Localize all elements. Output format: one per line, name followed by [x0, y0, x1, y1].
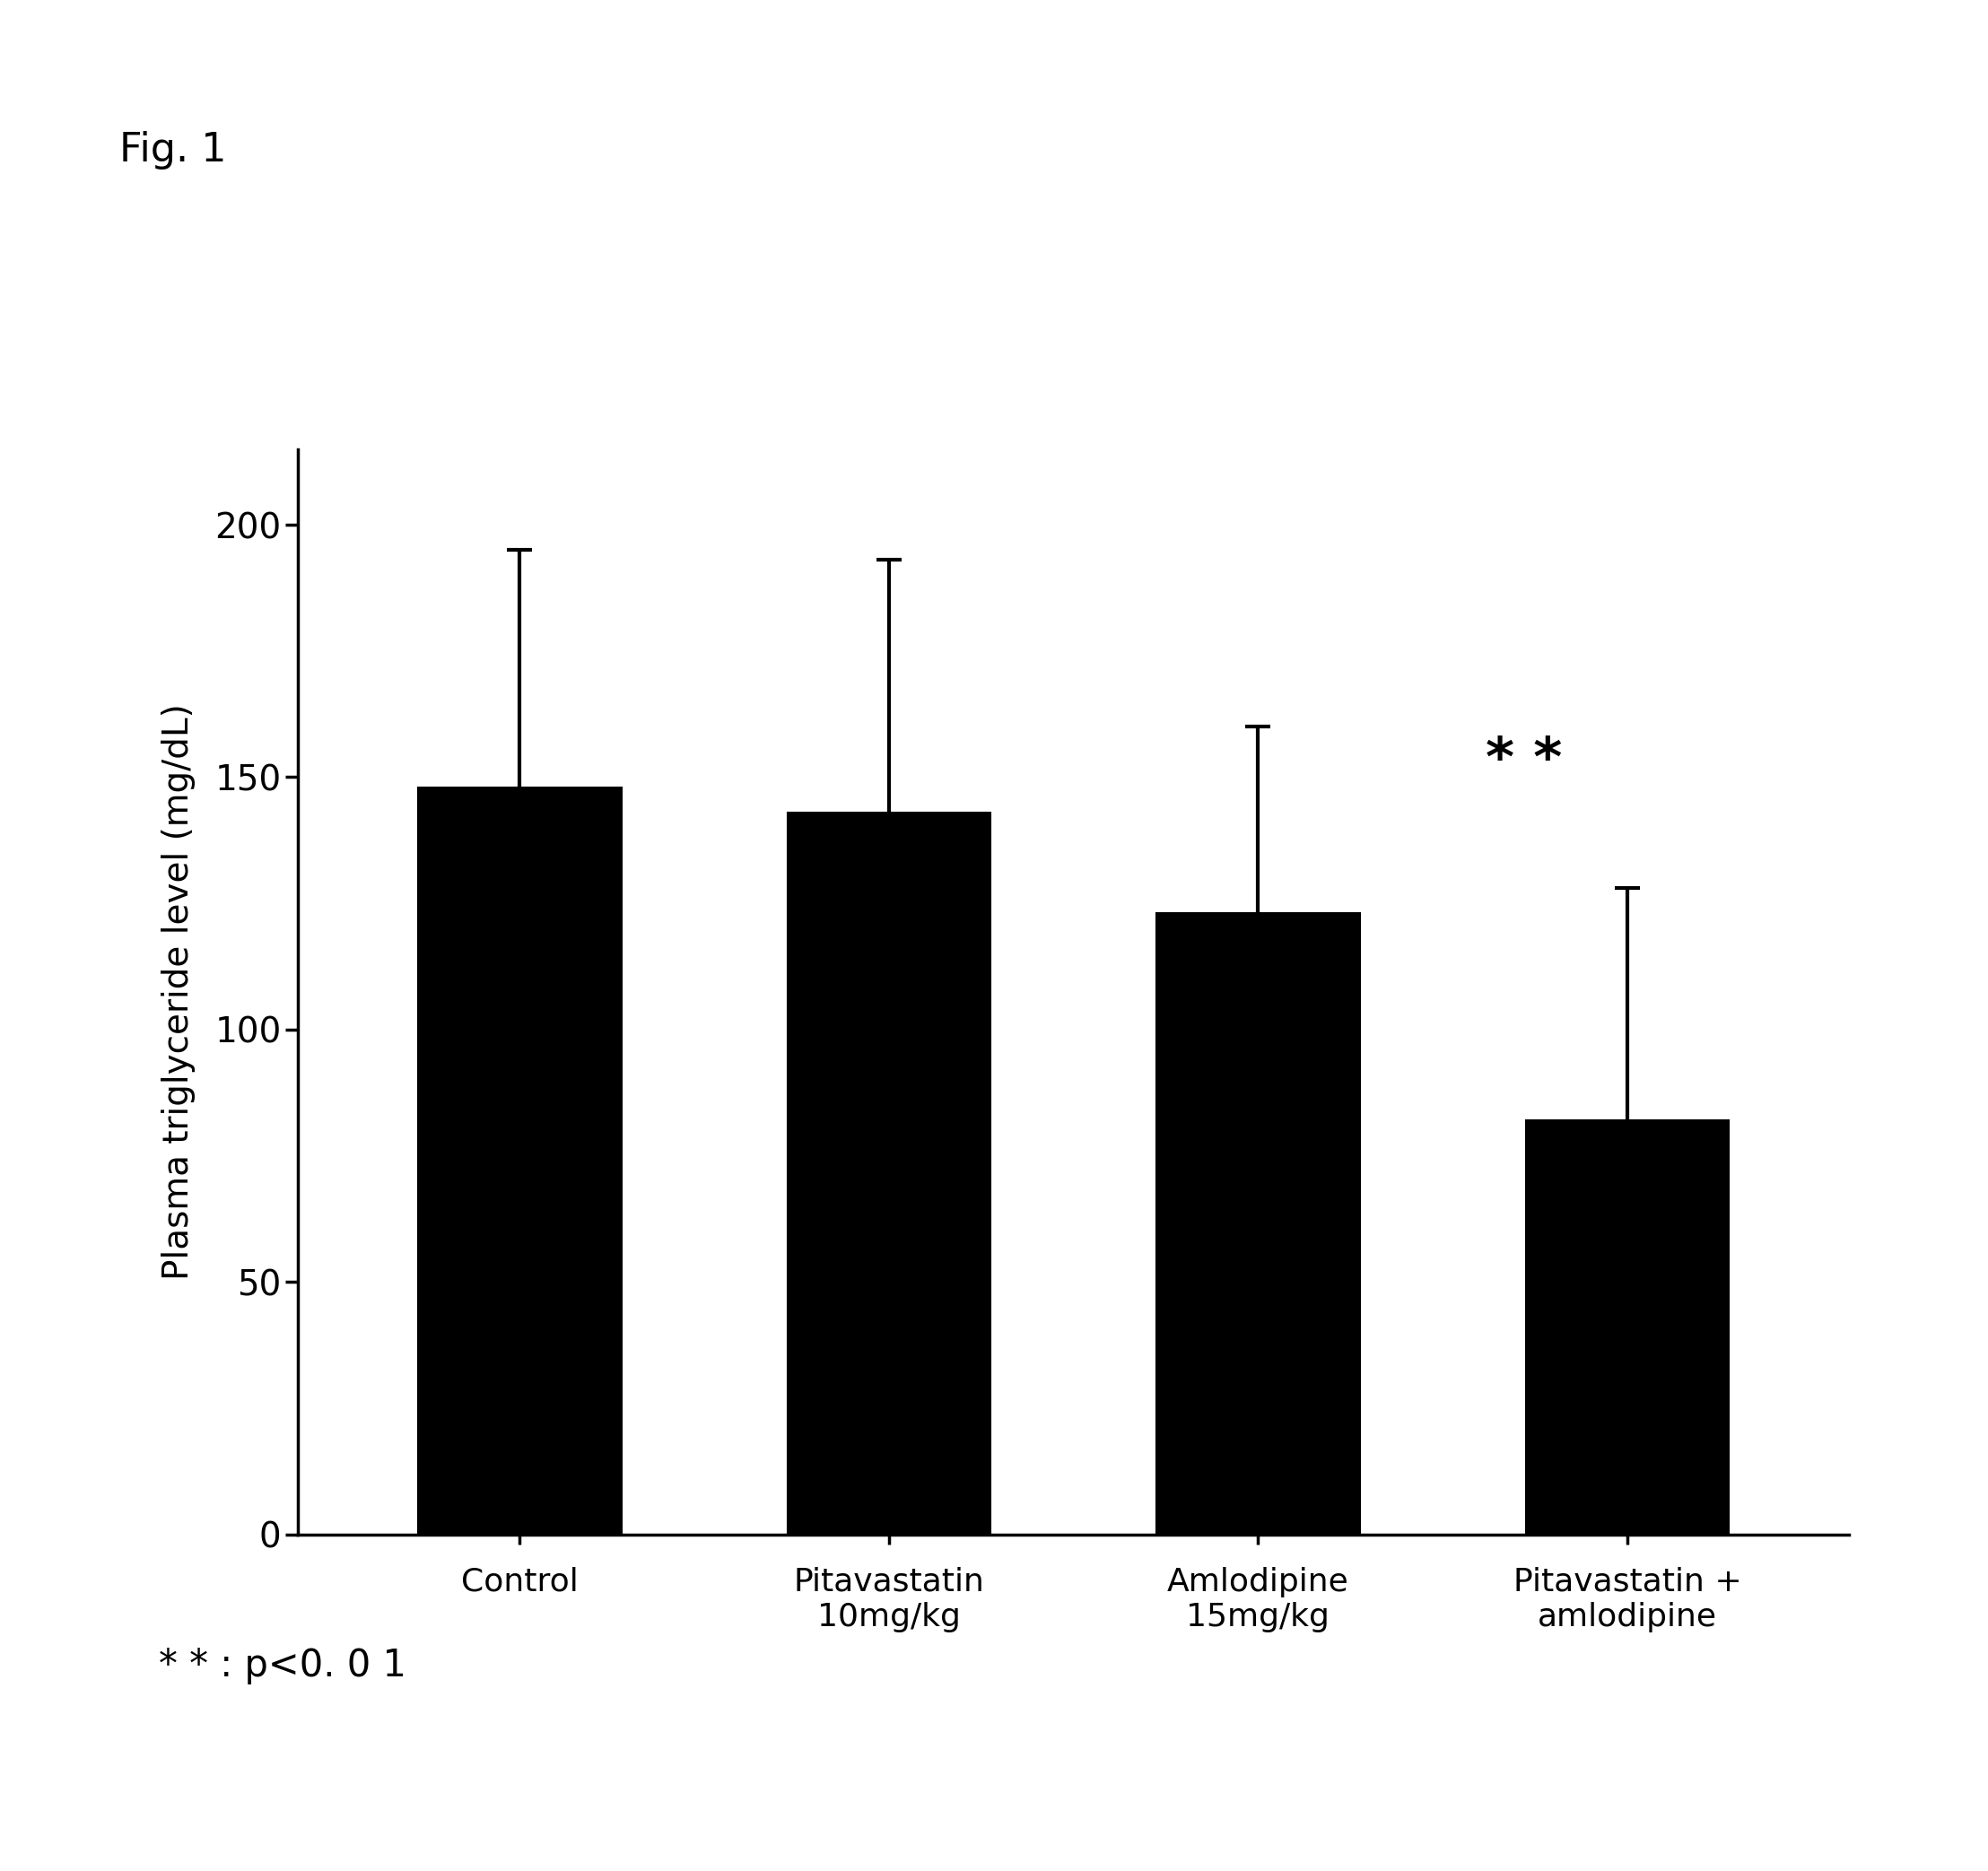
Bar — [1157, 913, 1360, 1534]
Text: Fig. 1: Fig. 1 — [119, 131, 227, 170]
Bar — [417, 788, 620, 1534]
Text: * *: * * — [1485, 733, 1563, 788]
Bar — [1527, 1121, 1730, 1534]
Y-axis label: Plasma triglyceride level (mg/dL): Plasma triglyceride level (mg/dL) — [161, 703, 197, 1280]
Bar — [787, 812, 990, 1534]
Text: * * : p<0. 0 1: * * : p<0. 0 1 — [159, 1646, 408, 1684]
